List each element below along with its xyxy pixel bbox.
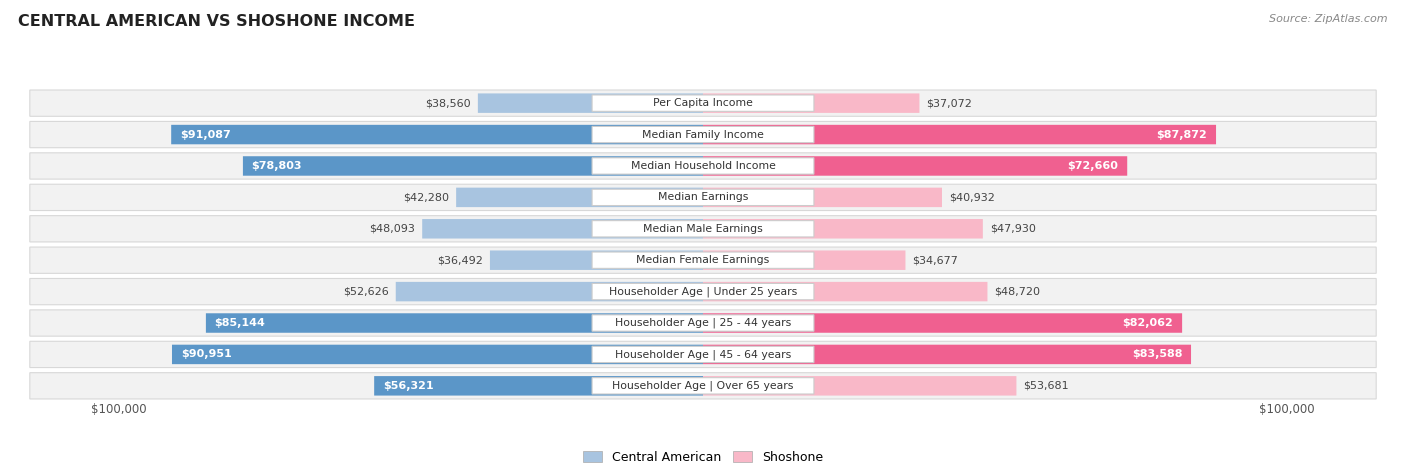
- Text: $100,000: $100,000: [1258, 403, 1315, 416]
- Text: Source: ZipAtlas.com: Source: ZipAtlas.com: [1270, 14, 1388, 24]
- Text: $38,560: $38,560: [425, 98, 471, 108]
- FancyBboxPatch shape: [592, 378, 814, 394]
- FancyBboxPatch shape: [703, 313, 1182, 333]
- FancyBboxPatch shape: [205, 313, 703, 333]
- Text: Median Household Income: Median Household Income: [630, 161, 776, 171]
- Text: $72,660: $72,660: [1067, 161, 1118, 171]
- Text: $91,087: $91,087: [180, 129, 231, 140]
- FancyBboxPatch shape: [30, 216, 1376, 242]
- FancyBboxPatch shape: [243, 156, 703, 176]
- Text: $100,000: $100,000: [91, 403, 148, 416]
- FancyBboxPatch shape: [592, 252, 814, 269]
- Text: $36,492: $36,492: [437, 255, 482, 265]
- FancyBboxPatch shape: [30, 90, 1376, 116]
- FancyBboxPatch shape: [592, 127, 814, 143]
- FancyBboxPatch shape: [172, 125, 703, 144]
- FancyBboxPatch shape: [703, 282, 987, 301]
- FancyBboxPatch shape: [30, 310, 1376, 336]
- FancyBboxPatch shape: [422, 219, 703, 239]
- Text: $40,932: $40,932: [949, 192, 995, 202]
- FancyBboxPatch shape: [592, 158, 814, 174]
- FancyBboxPatch shape: [703, 219, 983, 239]
- Text: Householder Age | 25 - 44 years: Householder Age | 25 - 44 years: [614, 318, 792, 328]
- Text: $82,062: $82,062: [1122, 318, 1174, 328]
- FancyBboxPatch shape: [30, 184, 1376, 211]
- FancyBboxPatch shape: [703, 156, 1128, 176]
- Text: Median Female Earnings: Median Female Earnings: [637, 255, 769, 265]
- FancyBboxPatch shape: [30, 278, 1376, 305]
- Text: Per Capita Income: Per Capita Income: [652, 98, 754, 108]
- Text: $48,093: $48,093: [370, 224, 415, 234]
- FancyBboxPatch shape: [489, 250, 703, 270]
- FancyBboxPatch shape: [703, 345, 1191, 364]
- FancyBboxPatch shape: [592, 220, 814, 237]
- FancyBboxPatch shape: [30, 153, 1376, 179]
- Text: $52,626: $52,626: [343, 287, 388, 297]
- FancyBboxPatch shape: [456, 188, 703, 207]
- FancyBboxPatch shape: [374, 376, 703, 396]
- FancyBboxPatch shape: [703, 250, 905, 270]
- Text: Median Earnings: Median Earnings: [658, 192, 748, 202]
- Text: $53,681: $53,681: [1024, 381, 1069, 391]
- FancyBboxPatch shape: [703, 188, 942, 207]
- FancyBboxPatch shape: [30, 247, 1376, 273]
- FancyBboxPatch shape: [703, 93, 920, 113]
- Text: $48,720: $48,720: [994, 287, 1040, 297]
- FancyBboxPatch shape: [395, 282, 703, 301]
- Text: Householder Age | Under 25 years: Householder Age | Under 25 years: [609, 286, 797, 297]
- FancyBboxPatch shape: [478, 93, 703, 113]
- FancyBboxPatch shape: [592, 189, 814, 205]
- Legend: Central American, Shoshone: Central American, Shoshone: [578, 446, 828, 467]
- FancyBboxPatch shape: [172, 345, 703, 364]
- FancyBboxPatch shape: [30, 121, 1376, 148]
- FancyBboxPatch shape: [592, 346, 814, 362]
- FancyBboxPatch shape: [592, 315, 814, 331]
- Text: Householder Age | Over 65 years: Householder Age | Over 65 years: [612, 381, 794, 391]
- Text: $37,072: $37,072: [927, 98, 973, 108]
- Text: CENTRAL AMERICAN VS SHOSHONE INCOME: CENTRAL AMERICAN VS SHOSHONE INCOME: [18, 14, 415, 29]
- Text: $90,951: $90,951: [181, 349, 232, 360]
- FancyBboxPatch shape: [703, 125, 1216, 144]
- Text: $47,930: $47,930: [990, 224, 1036, 234]
- Text: Median Male Earnings: Median Male Earnings: [643, 224, 763, 234]
- Text: $83,588: $83,588: [1132, 349, 1182, 360]
- FancyBboxPatch shape: [703, 376, 1017, 396]
- FancyBboxPatch shape: [592, 283, 814, 300]
- Text: $34,677: $34,677: [912, 255, 959, 265]
- FancyBboxPatch shape: [592, 95, 814, 111]
- Text: $87,872: $87,872: [1157, 129, 1208, 140]
- Text: $42,280: $42,280: [404, 192, 449, 202]
- FancyBboxPatch shape: [30, 341, 1376, 368]
- Text: $56,321: $56,321: [382, 381, 433, 391]
- Text: Householder Age | 45 - 64 years: Householder Age | 45 - 64 years: [614, 349, 792, 360]
- Text: $78,803: $78,803: [252, 161, 302, 171]
- Text: $85,144: $85,144: [215, 318, 266, 328]
- Text: Median Family Income: Median Family Income: [643, 129, 763, 140]
- FancyBboxPatch shape: [30, 373, 1376, 399]
